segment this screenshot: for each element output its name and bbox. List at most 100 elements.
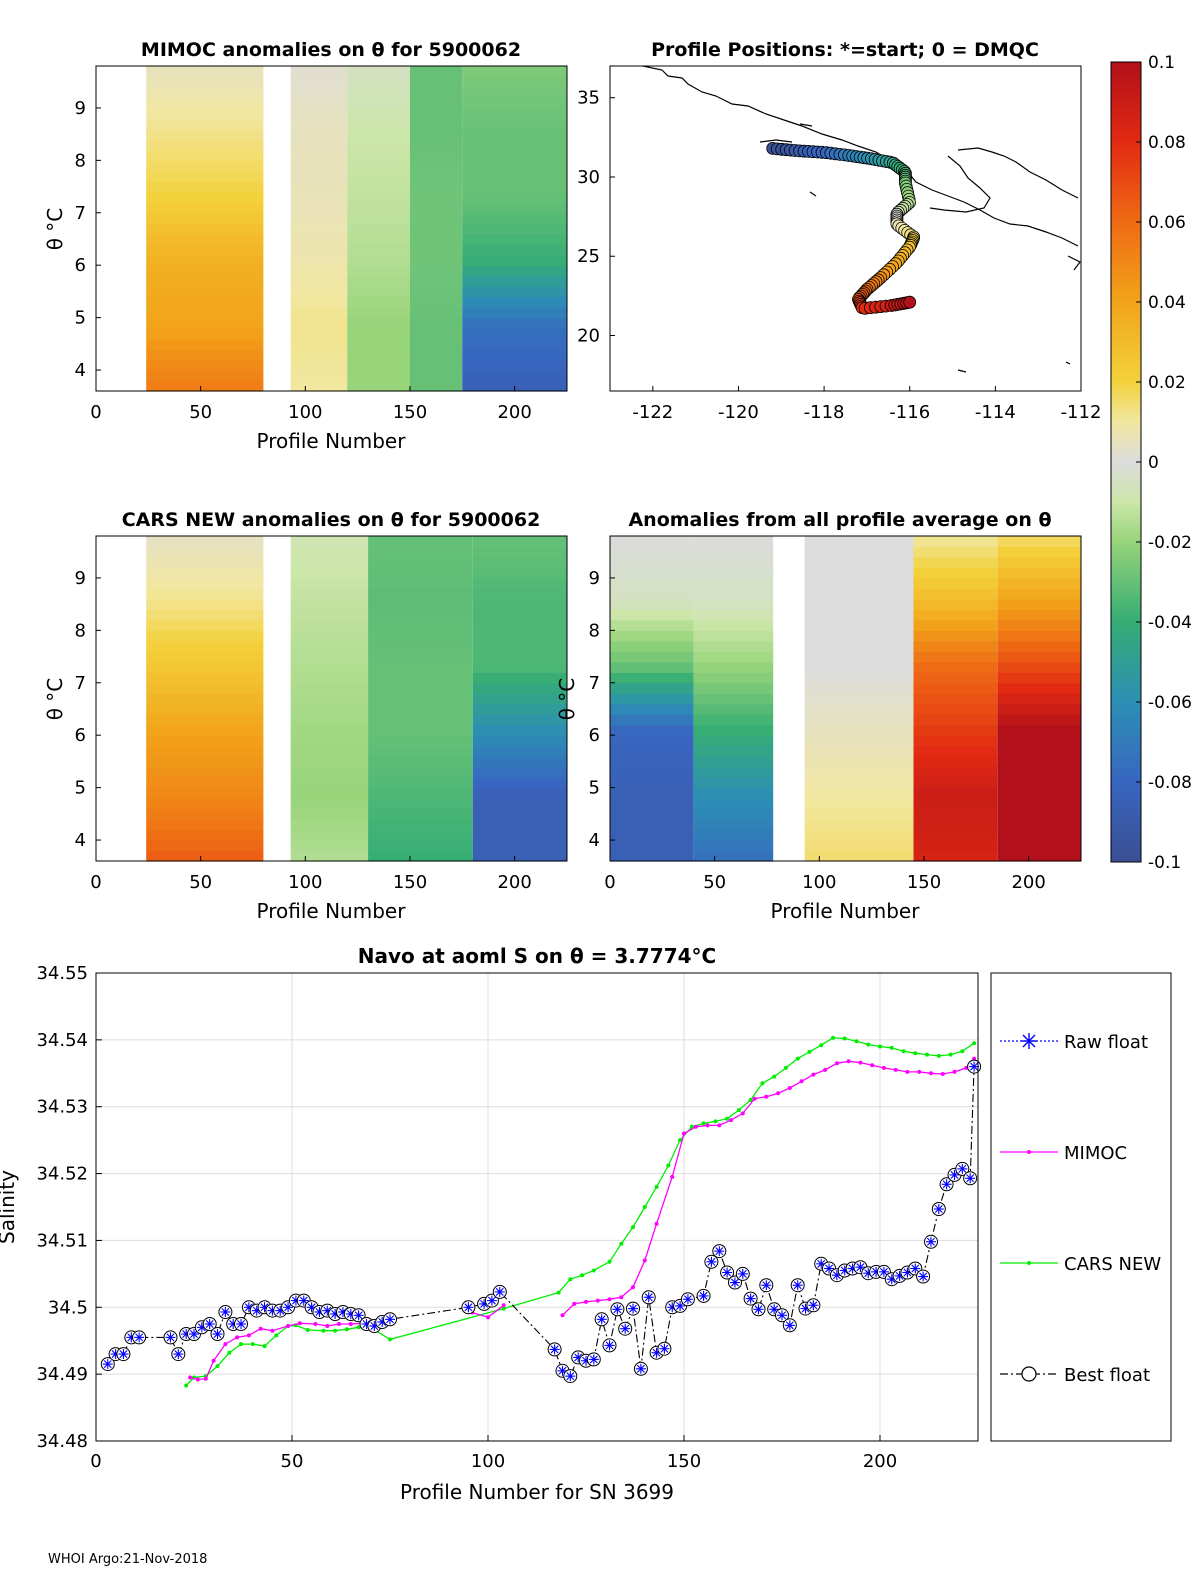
heat-cell bbox=[610, 619, 694, 631]
heat-cell bbox=[146, 87, 264, 99]
mimoc-point bbox=[893, 1067, 898, 1072]
heat-cell bbox=[290, 380, 348, 392]
heat-cell bbox=[368, 546, 473, 558]
y-tick-label: 5 bbox=[75, 308, 86, 329]
y-tick-label: 34.55 bbox=[36, 963, 88, 984]
heat-cell bbox=[146, 693, 264, 705]
heat-cell bbox=[347, 307, 410, 319]
mimoc-point bbox=[682, 1131, 686, 1136]
y-tick-label: 34.48 bbox=[36, 1431, 88, 1452]
raw-float-point bbox=[620, 1323, 631, 1334]
heat-cell bbox=[347, 181, 410, 193]
mimoc-point bbox=[203, 1376, 208, 1381]
heat-cell bbox=[462, 223, 567, 235]
heat-cell bbox=[997, 619, 1081, 631]
heat-cell bbox=[462, 76, 567, 88]
cars-new-point bbox=[760, 1081, 765, 1086]
mimoc-point bbox=[654, 1221, 659, 1226]
heat-cell bbox=[913, 651, 998, 663]
heat-cell bbox=[913, 840, 998, 852]
raw-float-point bbox=[698, 1290, 709, 1301]
heat-cell bbox=[290, 244, 348, 256]
colorbar-tick-label: 0.1 bbox=[1148, 53, 1175, 73]
heat-cell bbox=[472, 756, 567, 768]
x-tick-label: 150 bbox=[907, 872, 941, 893]
legend-mimoc-label: MIMOC bbox=[1064, 1143, 1127, 1164]
heat-cell bbox=[693, 619, 774, 631]
heat-cell bbox=[146, 672, 264, 684]
mimoc-heatmap bbox=[146, 66, 567, 392]
raw-float-point bbox=[173, 1349, 184, 1360]
positions-y-ticks: 20 25 30 35 bbox=[577, 88, 615, 347]
mimoc-point bbox=[952, 1069, 957, 1074]
heat-cell bbox=[368, 536, 473, 548]
heat-cell bbox=[693, 651, 774, 663]
heat-cell bbox=[290, 693, 369, 705]
heat-cell bbox=[610, 588, 694, 600]
heat-cell bbox=[146, 349, 264, 361]
heat-cell bbox=[146, 76, 264, 88]
heat-cell bbox=[347, 107, 410, 119]
panel-average: Anomalies from all profile average on θ … bbox=[555, 509, 1082, 923]
mimoc-y-ticks: 4 5 6 7 8 9 bbox=[75, 98, 101, 381]
heat-cell bbox=[462, 328, 567, 340]
heat-cell bbox=[997, 661, 1081, 673]
raw-float-point bbox=[792, 1280, 803, 1291]
heat-cell bbox=[693, 536, 774, 548]
heat-cell bbox=[368, 640, 473, 652]
y-tick-label: 34.53 bbox=[36, 1097, 88, 1118]
heat-cell bbox=[146, 557, 264, 569]
heat-cell bbox=[146, 170, 264, 182]
heat-cell bbox=[913, 693, 998, 705]
heat-cell bbox=[693, 557, 774, 569]
heat-cell bbox=[410, 66, 463, 78]
heat-cell bbox=[913, 703, 998, 715]
cars-new-point bbox=[783, 1065, 788, 1070]
heat-cell bbox=[472, 536, 567, 548]
heat-cell bbox=[146, 630, 264, 642]
panel-salinity: Navo at aoml S on θ = 3.7774°C 0 50 100 150… bbox=[0, 944, 982, 1504]
heat-cell bbox=[347, 128, 410, 140]
heat-cell bbox=[368, 693, 473, 705]
heat-cell bbox=[146, 598, 264, 610]
heat-cell bbox=[693, 577, 774, 589]
heat-cell bbox=[472, 703, 567, 715]
y-tick-label: 9 bbox=[589, 568, 600, 589]
heat-cell bbox=[997, 588, 1081, 600]
x-tick-label: 0 bbox=[604, 872, 615, 893]
heat-cell bbox=[347, 87, 410, 99]
heat-cell bbox=[290, 588, 369, 600]
heat-cell bbox=[804, 557, 914, 569]
heat-cell bbox=[368, 588, 473, 600]
heat-cell bbox=[368, 609, 473, 621]
heat-cell bbox=[804, 640, 914, 652]
y-tick-label: 20 bbox=[577, 326, 600, 347]
heat-cell bbox=[462, 349, 567, 361]
x-tick-label: 0 bbox=[90, 402, 101, 423]
legend-best-float: Best float bbox=[1000, 1365, 1150, 1386]
heat-cell bbox=[290, 66, 348, 78]
raw-float-point bbox=[628, 1303, 639, 1314]
x-tick-label: 200 bbox=[497, 402, 531, 423]
heat-cell bbox=[462, 202, 567, 214]
heat-cell bbox=[804, 724, 914, 736]
heat-cell bbox=[410, 233, 463, 245]
mimoc-point bbox=[705, 1123, 710, 1128]
heat-cell bbox=[146, 703, 264, 715]
heat-cell bbox=[410, 338, 463, 350]
raw-float-point bbox=[737, 1268, 748, 1279]
salinity-x-ticks: 0 50 100 150 200 bbox=[90, 1435, 897, 1472]
heat-cell bbox=[347, 66, 410, 78]
raw-float-point bbox=[722, 1267, 733, 1278]
heat-cell bbox=[472, 661, 567, 673]
heat-cell bbox=[462, 265, 567, 277]
heat-cell bbox=[913, 745, 998, 757]
average-xlabel: Profile Number bbox=[771, 899, 921, 923]
x-tick-label: 200 bbox=[863, 1451, 897, 1472]
cars-new-point bbox=[854, 1039, 859, 1044]
heat-cell bbox=[410, 244, 463, 256]
raw-float-point bbox=[588, 1354, 599, 1365]
heat-cell bbox=[290, 640, 369, 652]
heat-cell bbox=[410, 359, 463, 371]
heat-cell bbox=[347, 338, 410, 350]
